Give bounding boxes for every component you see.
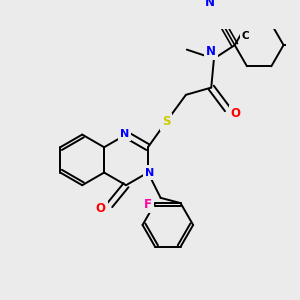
Text: N: N: [204, 0, 214, 9]
Text: O: O: [96, 202, 106, 215]
Text: O: O: [231, 107, 241, 120]
Text: C: C: [242, 31, 249, 41]
Text: S: S: [162, 116, 170, 128]
Text: N: N: [206, 45, 216, 58]
Text: F: F: [144, 198, 152, 212]
Text: N: N: [120, 129, 129, 139]
Text: N: N: [145, 168, 154, 178]
